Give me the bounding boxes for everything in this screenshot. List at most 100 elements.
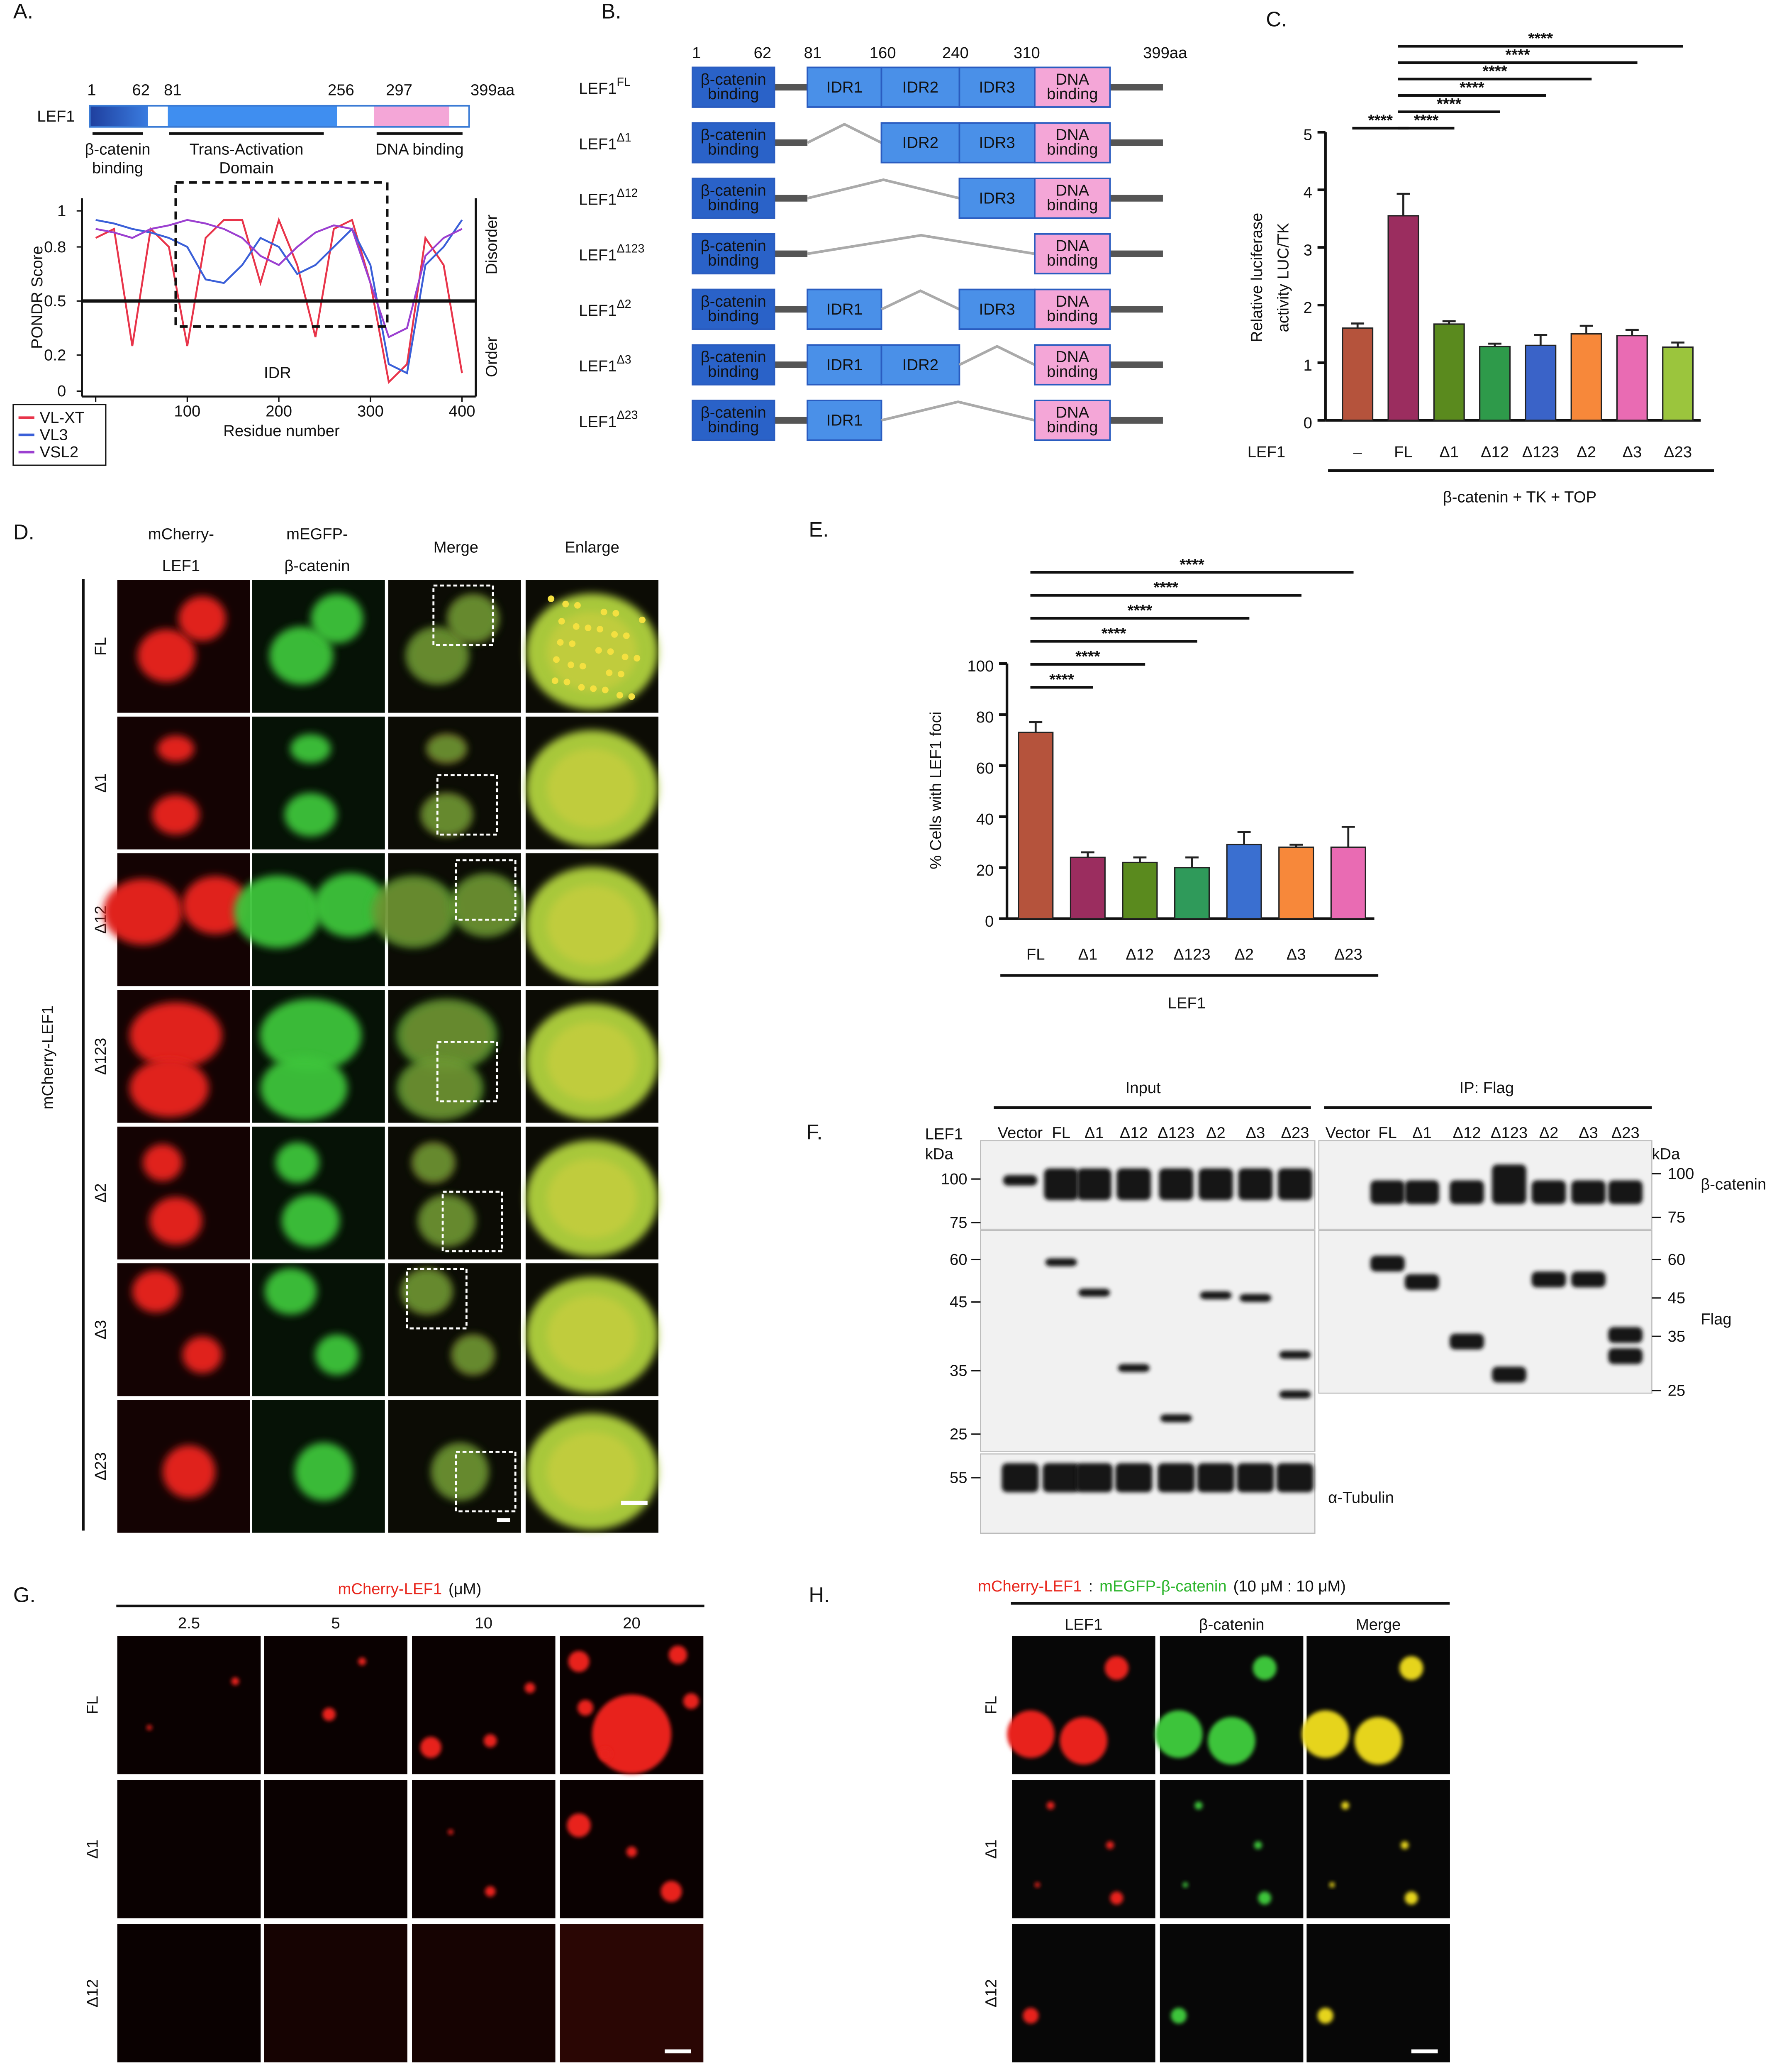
droplet (1317, 2008, 1333, 2024)
construct-name: LEF1Δ2 (579, 298, 631, 320)
significance-label: **** (1368, 112, 1393, 129)
droplet (567, 1813, 591, 1838)
significance-label: **** (1414, 112, 1439, 129)
domain-label: β-catenin (701, 71, 766, 88)
construct-name: LEF1Δ23 (579, 409, 638, 431)
micrograph (1010, 1922, 1158, 2065)
x-tick-label: Δ3 (1287, 945, 1306, 963)
droplet (1341, 1801, 1350, 1810)
cell-blob (129, 1002, 222, 1069)
residue-position: 160 (870, 44, 896, 62)
focus-dot (574, 602, 581, 609)
domain-label: IDR3 (979, 300, 1015, 318)
mw-marker: 60 (1668, 1251, 1686, 1269)
domain-label: Trans-Activation (190, 141, 304, 159)
significance-label: **** (1128, 602, 1153, 620)
droplet (626, 1846, 637, 1857)
bar (1342, 327, 1374, 421)
droplet (1034, 1882, 1040, 1888)
domain-label: IDR2 (902, 134, 938, 152)
domain-segment (90, 105, 148, 127)
domain-label: IDR3 (979, 78, 1015, 96)
focus-dot (578, 684, 585, 691)
error-bar (1534, 334, 1548, 346)
cell-blob (547, 1295, 637, 1375)
lane-label: Δ1 (1412, 1124, 1432, 1142)
column-header: LEF1 (162, 557, 200, 575)
bar (1662, 346, 1694, 421)
concentration-label: 10 (475, 1614, 493, 1632)
residue-position: 256 (328, 81, 354, 99)
x-tick-label: FL (1026, 945, 1045, 963)
kda-label: kDa (1652, 1145, 1680, 1163)
blot-band (1197, 1463, 1234, 1493)
construct-name-sup: Δ123 (617, 242, 644, 255)
bar (1070, 857, 1106, 920)
bar (1174, 867, 1210, 920)
y-tick-label: 20 (976, 862, 994, 879)
domain-segment (168, 105, 337, 127)
lane-label: Δ12 (1453, 1124, 1481, 1142)
bar (1018, 732, 1054, 920)
cell-blob (137, 629, 196, 682)
y-tick-label: 0 (1304, 414, 1312, 432)
domain-label: IDR2 (902, 78, 938, 96)
blot-band (1278, 1168, 1312, 1201)
domain-label: IDR1 (826, 412, 863, 430)
blot-band (1002, 1463, 1039, 1493)
droplet (1329, 1882, 1335, 1888)
kda-label: kDa (925, 1145, 954, 1163)
domain-label: Domain (219, 159, 274, 177)
legend-label: VSL2 (40, 443, 78, 461)
row-label: Δ2 (92, 1183, 110, 1203)
idr-box (174, 181, 389, 328)
domain-label: IDR2 (902, 356, 938, 374)
blot-band (1450, 1180, 1484, 1204)
construct-name-sup: Δ1 (617, 131, 631, 144)
blot-band (1160, 1414, 1192, 1423)
domain-box (692, 233, 775, 275)
disorder-line (95, 219, 463, 339)
focus-dot (600, 608, 607, 615)
deletion-link (959, 344, 1036, 366)
cell-blob (370, 875, 458, 948)
significance-label: **** (1049, 671, 1074, 688)
droplet (231, 1677, 239, 1686)
enlarge-box (406, 1268, 468, 1330)
lane-label: Δ123 (1491, 1124, 1528, 1142)
lane-label: Δ12 (1120, 1124, 1148, 1142)
focus-dot (553, 656, 560, 663)
enlarge-box (436, 774, 498, 836)
bar (1330, 846, 1366, 920)
droplet (568, 1651, 590, 1672)
cell-blob (103, 879, 183, 945)
lane-label: Δ3 (1246, 1124, 1265, 1142)
cell-blob (547, 885, 637, 965)
focus-dot (595, 647, 602, 654)
droplet (322, 1708, 336, 1721)
droplet (524, 1682, 536, 1694)
title-protein: mEGFP-β-catenin (1099, 1577, 1227, 1595)
mw-marker: 35 (1668, 1328, 1686, 1345)
cell-blob (315, 1334, 359, 1375)
domain-label: IDR1 (826, 78, 863, 96)
legend-label: VL3 (40, 426, 68, 444)
domain-segment (449, 105, 469, 127)
panel-label: H. (809, 1583, 830, 1606)
group-label: β-catenin + TK + TOP (1443, 488, 1596, 506)
mw-marker: 75 (1668, 1208, 1686, 1226)
error-bar (1185, 856, 1199, 868)
micrograph (410, 1922, 558, 2065)
droplet (1401, 1841, 1409, 1849)
blot-label: α-Tubulin (1328, 1489, 1394, 1506)
annotation: Disorder (483, 215, 501, 275)
y-tick-label: 80 (976, 708, 994, 726)
droplet (1254, 1841, 1262, 1849)
y-tick-label: 100 (967, 657, 994, 675)
construct-name-sup: FL (617, 76, 630, 89)
focus-dot (611, 631, 618, 638)
y-axis-label: % Cells with LEF1 foci (927, 712, 945, 869)
cell-blob (281, 1194, 340, 1247)
droplet (592, 1694, 672, 1774)
column-header: mCherry- (148, 525, 214, 543)
